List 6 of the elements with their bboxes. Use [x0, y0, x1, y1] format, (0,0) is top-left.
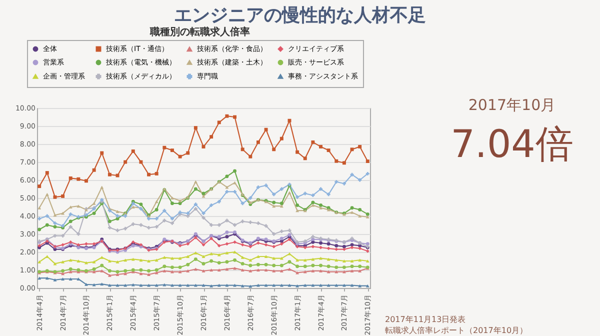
chart-subtitle: 職種別の転職求人倍率	[149, 26, 250, 38]
text: 7.04倍	[450, 122, 574, 166]
chart-title: エンジニアの慢性的な人材不足	[174, 5, 426, 26]
text: 2017年11月13日発表	[385, 315, 466, 324]
text: 転職求人倍率レポート（2017年10月）	[385, 326, 528, 335]
text: 2017年10月	[468, 96, 556, 114]
